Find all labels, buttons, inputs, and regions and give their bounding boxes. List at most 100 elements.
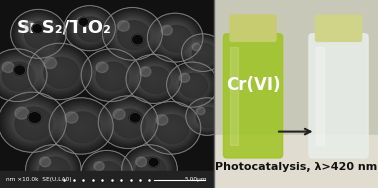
Circle shape [150,16,200,60]
Circle shape [52,101,110,151]
Circle shape [170,65,214,104]
Circle shape [203,113,211,120]
Circle shape [101,66,121,84]
Circle shape [156,115,168,125]
Circle shape [137,158,162,180]
Circle shape [116,19,149,48]
Circle shape [194,105,220,128]
Circle shape [34,49,85,94]
Circle shape [109,105,147,139]
Circle shape [163,27,187,49]
Circle shape [187,99,228,134]
Circle shape [45,162,62,177]
Circle shape [85,154,129,188]
Circle shape [71,118,91,134]
Circle shape [91,159,122,186]
Circle shape [110,106,146,138]
Circle shape [51,167,56,172]
Circle shape [73,119,89,133]
Circle shape [150,75,158,83]
Circle shape [125,120,131,125]
Circle shape [202,112,212,121]
Circle shape [98,165,116,181]
Circle shape [77,17,105,42]
Circle shape [11,9,66,58]
Circle shape [42,159,65,179]
Circle shape [3,97,61,148]
Circle shape [154,113,187,142]
Circle shape [127,121,130,124]
Circle shape [79,124,83,127]
Circle shape [165,123,177,133]
Circle shape [94,162,104,171]
Circle shape [204,114,211,119]
Circle shape [180,73,208,98]
Circle shape [177,71,208,98]
Circle shape [168,63,217,106]
Circle shape [147,73,161,85]
Circle shape [59,106,104,146]
Circle shape [33,151,74,188]
Circle shape [198,49,207,56]
Circle shape [175,70,209,99]
Circle shape [127,150,172,188]
Circle shape [168,31,182,44]
Circle shape [132,59,176,99]
Circle shape [82,152,131,188]
Circle shape [36,153,71,185]
Circle shape [183,77,201,92]
Circle shape [62,109,101,143]
Circle shape [79,19,100,37]
Circle shape [160,119,181,137]
Circle shape [166,124,175,132]
Circle shape [143,163,156,175]
Circle shape [8,67,26,83]
Circle shape [136,157,166,184]
Circle shape [47,60,73,83]
Circle shape [40,157,67,181]
Circle shape [118,113,139,131]
Circle shape [128,30,137,38]
Circle shape [104,69,119,82]
Circle shape [153,112,189,144]
Circle shape [156,115,186,141]
Circle shape [78,18,101,38]
Circle shape [93,59,129,91]
Circle shape [29,45,90,98]
Circle shape [194,45,211,60]
Circle shape [64,110,99,141]
Circle shape [184,36,222,70]
Circle shape [160,24,191,51]
Circle shape [170,33,181,42]
Circle shape [148,74,159,84]
Circle shape [178,72,206,97]
Circle shape [118,21,147,47]
Circle shape [140,67,168,91]
Circle shape [186,79,198,90]
Circle shape [0,50,45,100]
Circle shape [64,6,115,51]
Circle shape [156,115,189,144]
Circle shape [197,107,205,115]
Circle shape [131,33,134,35]
Circle shape [180,73,205,96]
Circle shape [106,102,150,142]
Circle shape [190,102,224,132]
Circle shape [57,105,105,147]
Circle shape [52,64,68,79]
Circle shape [174,36,177,39]
Circle shape [15,13,62,55]
Circle shape [14,12,64,56]
Circle shape [112,15,153,52]
Circle shape [11,70,23,80]
Circle shape [104,101,152,143]
Bar [230,47,238,145]
Circle shape [167,30,183,45]
Circle shape [138,66,169,92]
Text: nm ×10.0k  SE(U,LA0): nm ×10.0k SE(U,LA0) [6,177,72,182]
Circle shape [125,27,140,40]
Circle shape [73,14,106,43]
Circle shape [147,13,203,62]
Circle shape [103,100,153,145]
Circle shape [148,168,151,170]
